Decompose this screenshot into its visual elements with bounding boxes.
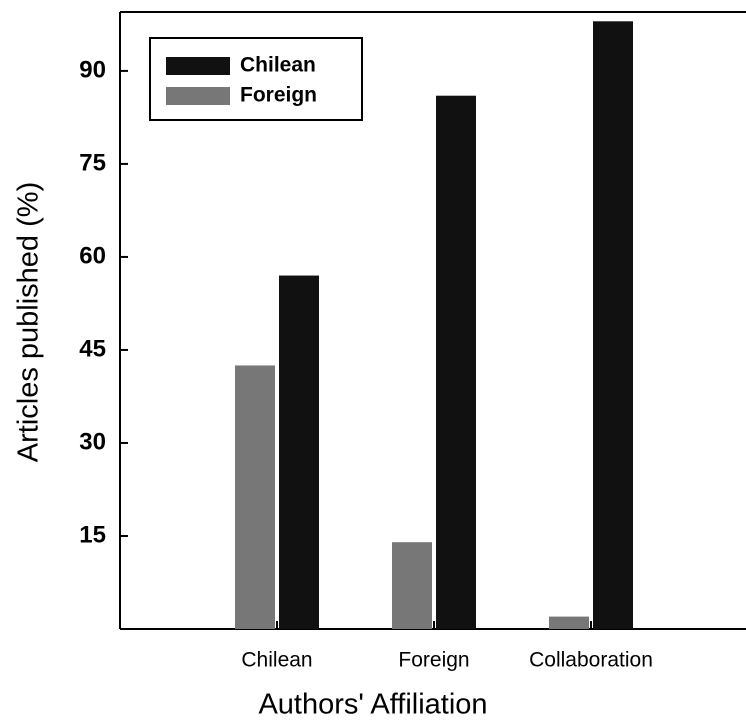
y-tick-label: 90	[79, 56, 106, 83]
legend-swatch	[166, 57, 230, 75]
bar	[549, 616, 589, 629]
x-tick-label: Foreign	[398, 649, 469, 672]
legend-label: Foreign	[240, 84, 317, 107]
y-tick-label: 75	[79, 149, 106, 176]
bar	[235, 365, 275, 629]
x-tick-label: Chilean	[241, 649, 312, 672]
bar	[392, 542, 432, 629]
y-tick-label: 60	[79, 242, 106, 269]
y-tick-label: 15	[79, 521, 106, 548]
bar	[279, 275, 319, 629]
legend-swatch	[166, 87, 230, 105]
legend-label: Chilean	[240, 54, 316, 77]
x-tick-label: Collaboration	[529, 649, 653, 672]
bar	[593, 21, 633, 629]
x-axis-label: Authors' Affiliation	[258, 689, 487, 721]
legend-box	[149, 37, 363, 121]
y-axis-label: Articles published (%)	[13, 182, 45, 462]
y-tick-label: 45	[79, 335, 106, 362]
bar	[436, 95, 476, 630]
y-tick-label: 30	[79, 428, 106, 455]
